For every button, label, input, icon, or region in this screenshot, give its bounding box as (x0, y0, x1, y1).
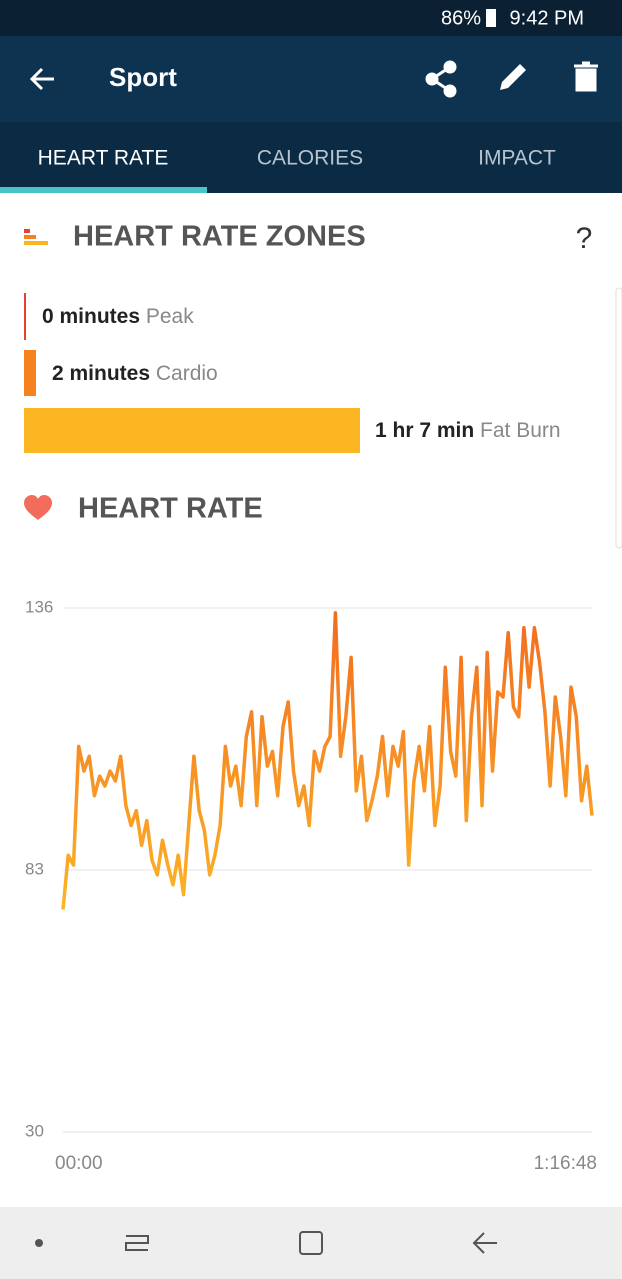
zone-label: 0 minutes Peak (42, 305, 194, 328)
zone-bar (24, 350, 36, 396)
title: Sport (109, 62, 177, 92)
zone-name: Cardio (156, 362, 218, 385)
scroll-hint (615, 287, 622, 549)
nav-bar (0, 1207, 622, 1279)
nav-home[interactable] (299, 1231, 323, 1255)
edit[interactable] (500, 64, 526, 90)
tab-bar (0, 122, 622, 193)
zone-name: Peak (146, 305, 194, 328)
y-tick-label: 30 (25, 1121, 44, 1140)
y-tick-label: 83 (25, 859, 44, 878)
zone-bar (24, 293, 26, 340)
tab[interactable]: CALORIES (257, 147, 363, 170)
nav-back[interactable] (472, 1232, 497, 1254)
zone-amount: 2 minutes (52, 362, 150, 385)
zone-bar (24, 408, 360, 453)
zone-amount: 0 minutes (42, 305, 140, 328)
time: 9:42 PM (510, 7, 584, 29)
delete[interactable] (574, 61, 598, 92)
zone-amount: 1 hr 7 min (375, 419, 474, 442)
tab-indicator (0, 187, 207, 193)
share[interactable] (425, 60, 457, 98)
help[interactable]: ? (576, 222, 593, 255)
heart-rate-line (61, 611, 594, 910)
status-bar (0, 0, 622, 36)
heart-icon (24, 495, 52, 520)
battery: 86% (441, 7, 481, 29)
tab[interactable]: IMPACT (478, 147, 556, 170)
zone-label: 2 minutes Cardio (52, 362, 218, 385)
x-label: 00:00 (55, 1153, 103, 1174)
app-bar (0, 36, 622, 122)
x-label: 1:16:48 (534, 1153, 597, 1174)
battery-icon (486, 9, 496, 27)
zone-name: Fat Burn (480, 419, 561, 442)
section-title: HEART RATE ZONES (73, 221, 366, 253)
y-tick-label: 136 (25, 597, 53, 616)
tab[interactable]: HEART RATE (38, 147, 169, 170)
nav-dot (35, 1239, 43, 1247)
zones-icon (24, 229, 48, 245)
nav-recent[interactable] (125, 1235, 149, 1251)
back[interactable] (29, 67, 54, 91)
chart-title: HEART RATE (78, 493, 263, 525)
zone-label: 1 hr 7 min Fat Burn (375, 419, 561, 442)
